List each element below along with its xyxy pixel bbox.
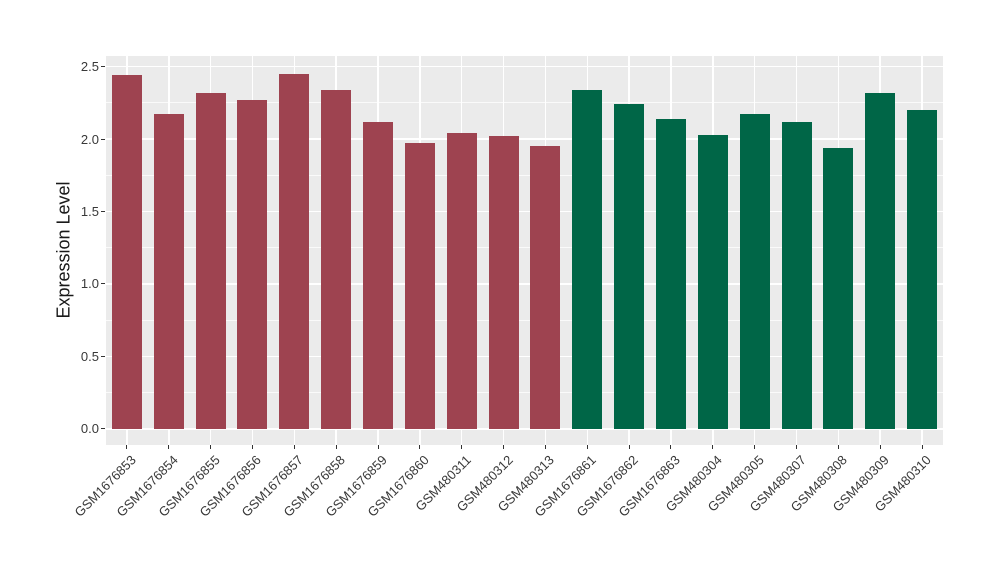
x-tick-mark bbox=[168, 445, 170, 449]
gridline-major bbox=[106, 428, 943, 430]
x-tick-mark bbox=[461, 445, 463, 449]
x-tick-mark bbox=[210, 445, 212, 449]
x-tick-mark bbox=[796, 445, 798, 449]
gridline-minor bbox=[106, 392, 943, 393]
y-tick-mark bbox=[101, 428, 105, 430]
bar bbox=[655, 118, 686, 429]
bar bbox=[823, 147, 854, 429]
bar bbox=[781, 121, 812, 429]
bar bbox=[572, 89, 603, 429]
y-axis-title: Expression Level bbox=[53, 181, 74, 319]
x-tick-mark bbox=[586, 445, 588, 449]
gridline-minor bbox=[106, 319, 943, 321]
bar bbox=[865, 92, 896, 429]
y-tick-label: 0.5 bbox=[80, 348, 99, 364]
y-tick-label: 2.0 bbox=[80, 131, 99, 147]
gridline-major bbox=[106, 138, 943, 140]
x-tick-mark bbox=[544, 445, 546, 449]
bar bbox=[739, 114, 770, 429]
x-tick-mark bbox=[837, 445, 839, 449]
x-tick-mark bbox=[251, 445, 253, 449]
x-tick-mark bbox=[335, 445, 337, 449]
gridline-major bbox=[106, 283, 943, 285]
gridline-minor bbox=[106, 102, 943, 104]
bar bbox=[530, 146, 561, 429]
y-tick-mark bbox=[101, 283, 105, 285]
x-tick-mark bbox=[503, 445, 505, 449]
x-tick-mark bbox=[921, 445, 923, 449]
x-tick-mark bbox=[377, 445, 379, 449]
bar bbox=[363, 121, 394, 429]
y-tick-label: 2.5 bbox=[80, 59, 99, 75]
bar bbox=[907, 110, 938, 429]
bar bbox=[195, 92, 226, 429]
bar bbox=[237, 99, 268, 429]
x-tick-mark bbox=[628, 445, 630, 449]
x-tick-mark bbox=[293, 445, 295, 449]
bar bbox=[321, 89, 352, 429]
y-tick-mark bbox=[101, 138, 105, 140]
bar bbox=[153, 114, 184, 429]
bar bbox=[488, 136, 519, 429]
x-tick-mark bbox=[754, 445, 756, 449]
x-tick-mark bbox=[670, 445, 672, 449]
x-tick-mark bbox=[712, 445, 714, 449]
x-tick-mark bbox=[419, 445, 421, 449]
y-tick-label: 0.0 bbox=[80, 421, 99, 437]
gridline-minor bbox=[106, 174, 943, 176]
gridline-major bbox=[106, 210, 943, 213]
bar bbox=[697, 134, 728, 429]
x-tick-mark bbox=[879, 445, 881, 449]
bar bbox=[446, 133, 477, 429]
y-tick-mark bbox=[101, 210, 105, 212]
bar bbox=[279, 73, 310, 429]
y-tick-mark bbox=[101, 66, 105, 68]
bar bbox=[614, 104, 645, 429]
gridline-major bbox=[106, 355, 943, 358]
y-tick-label: 1.5 bbox=[80, 203, 99, 219]
y-tick-label: 1.0 bbox=[80, 276, 99, 292]
plot-panel bbox=[106, 56, 943, 445]
bar bbox=[404, 143, 435, 429]
gridline-minor bbox=[106, 247, 943, 249]
y-tick-mark bbox=[101, 355, 105, 357]
x-tick-mark bbox=[126, 445, 128, 449]
bar bbox=[111, 75, 142, 429]
gridline-major bbox=[106, 65, 943, 68]
